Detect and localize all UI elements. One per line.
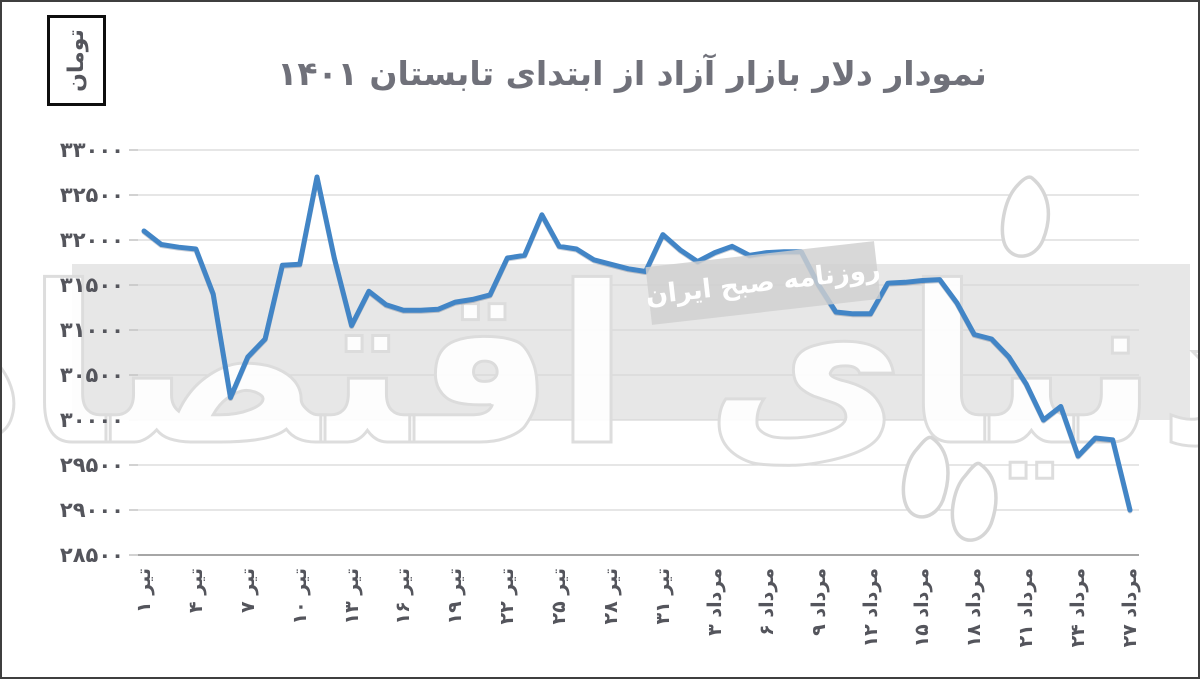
y-tick-label: ۳۰۰۰۰ [59,408,124,432]
dollar-price-line [141,174,1133,513]
x-tick-label: تیر ۱۳ [340,568,363,625]
x-tick-label: تیر ۴ [184,568,207,613]
y-tick-label: ۳۳۰۰۰ [59,138,124,162]
leaf-shape [1000,175,1051,258]
x-tick-label: تیر ۱۰ [288,568,311,625]
unit-label: تومان [64,29,89,92]
x-tick-label: تیر ۲۵ [548,568,571,625]
watermark-band [72,264,1190,420]
leaf-shape [901,435,950,519]
y-tick-label: ۳۰۵۰۰ [59,363,124,387]
x-tick-label: تیر ۲۸ [600,568,623,625]
y-tick-label: ۲۸۵۰۰ [59,543,124,567]
y-tick-label: ۳۱۵۰۰ [59,273,124,297]
x-tick-label: تیر ۱۶ [392,568,415,625]
x-tick-label: مرداد ۹ [807,568,830,636]
x-tick-label: تیر ۱ [133,568,155,613]
y-tick-label: ۲۹۵۰۰ [59,453,124,477]
x-tick-label: تیر ۷ [236,568,259,613]
unit-box: تومان [47,15,106,106]
x-tick-label: مرداد ۶ [755,568,778,636]
x-tick-label: مرداد ۲۱ [1015,568,1038,648]
x-tick-label: مرداد ۲۴ [1067,568,1090,648]
y-tick-label: ۲۹۰۰۰ [59,498,124,522]
x-tick-label: مرداد ۱۸ [963,568,986,648]
y-tick-label: ۳۱۰۰۰ [59,318,124,342]
leaf-shape [950,461,998,542]
x-tick-label: مرداد ۲۷ [1119,568,1141,648]
x-tick-label: تیر ۲۲ [496,568,519,625]
x-tick-label: مرداد ۱۲ [859,568,882,648]
x-tick-label: مرداد ۱۵ [911,568,934,648]
y-tick-label: ۳۲۵۰۰ [59,183,124,207]
chart-title: نمودار دلار بازار آزاد از ابتدای تابستان… [277,54,987,93]
x-tick-label: مرداد ۳ [703,568,726,636]
y-tick-label: ۳۲۰۰۰ [59,228,124,252]
x-tick-label: تیر ۳۱ [651,568,674,625]
x-tick-label: تیر ۱۹ [444,568,467,625]
